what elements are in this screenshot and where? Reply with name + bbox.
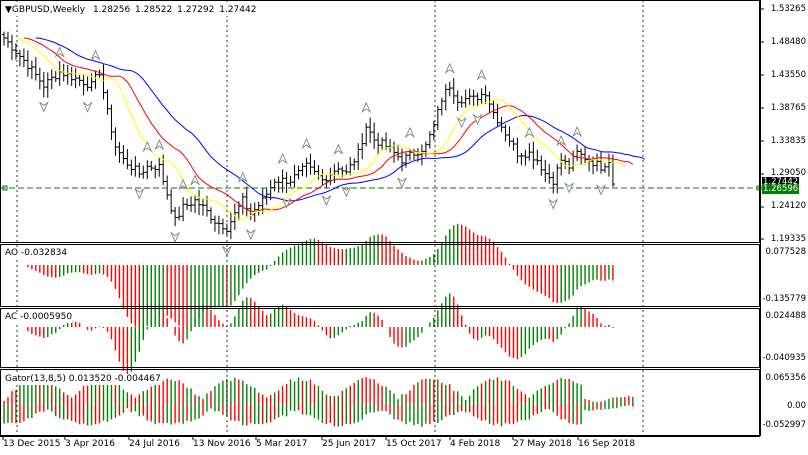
fractal-up-arrow	[237, 171, 248, 183]
fractal-down-arrow	[134, 188, 145, 200]
jaw-line	[35, 37, 646, 202]
low-price: 1.27292	[177, 5, 215, 15]
ao-histogram	[27, 223, 614, 330]
ac-scale-max: 0.024488	[765, 311, 806, 321]
panel-frames	[0, 0, 764, 440]
level-handle	[2, 185, 8, 191]
fractal-up-arrow	[361, 101, 372, 114]
time-axis-label: 27 May 2018	[513, 439, 572, 449]
fractal-down-arrow	[341, 186, 352, 198]
close-price: 1.27442	[219, 5, 257, 15]
fractal-down-arrow	[38, 101, 49, 113]
gator-scale-max: 0.065356	[765, 373, 806, 383]
panel-frame	[0, 308, 760, 368]
ao-title: AO -0.032834	[5, 248, 68, 259]
fractal-up-arrow	[444, 62, 455, 74]
time-axis-label: 13 Dec 2015	[3, 439, 61, 449]
teeth-line	[23, 37, 634, 213]
price-axis-label: 1.33835	[770, 136, 806, 146]
fractal-down-arrow	[245, 228, 256, 240]
lips-line	[15, 37, 626, 220]
time-axis-label: 15 Oct 2017	[386, 439, 442, 449]
gator-histogram	[3, 377, 634, 427]
ac-title: AC -0.0005950	[5, 312, 73, 323]
fractal-up-arrow	[404, 126, 415, 139]
fractal-up-arrow	[178, 178, 189, 191]
panel-frame	[0, 244, 760, 307]
fractal-up-arrow	[90, 49, 101, 61]
collapse-arrow-icon[interactable]: ▼	[5, 5, 12, 15]
fractal-up-arrow	[54, 46, 65, 58]
price-axis-label: 1.19335	[770, 234, 806, 244]
fractal-up-arrow	[524, 126, 535, 139]
ac-histogram	[27, 293, 614, 374]
symbol-label: GBPUSD,Weekly	[11, 5, 86, 15]
fractal-down-arrow	[170, 231, 181, 243]
alligator-lines	[15, 37, 646, 220]
fractal-down-arrow	[397, 177, 407, 189]
fractal-up-arrow	[277, 152, 288, 165]
gator-title: Gator(13,8,5) 0.013520 -0.004467	[5, 374, 161, 385]
fractal-down-arrow	[281, 197, 292, 209]
gator-scale-min: -0.052997	[762, 420, 806, 430]
price-axis-label: 1.29050	[770, 168, 806, 178]
price-bars	[0, 31, 762, 240]
fractal-up-arrow	[572, 126, 583, 138]
gator-scale-zero: 0.00	[787, 401, 806, 411]
fractal-up-arrow	[154, 139, 165, 151]
time-axis-label: 4 Feb 2018	[450, 439, 501, 449]
fractal-up-arrow	[190, 174, 201, 186]
fractal-down-arrow	[456, 116, 467, 129]
price-axis-label: 1.53265	[770, 4, 806, 14]
time-axis-label: 3 Apr 2016	[65, 439, 115, 449]
fractal-down-arrow	[321, 194, 332, 207]
fractal-arrows	[38, 46, 606, 257]
fractal-down-arrow	[472, 113, 483, 125]
fractal-up-arrow	[142, 141, 153, 153]
time-axis-label: 24 Jul 2016	[129, 439, 180, 449]
time-axis-label: 13 Nov 2016	[193, 439, 251, 449]
level-price-tag: 1.26596	[762, 184, 800, 194]
fractal-up-arrow	[333, 143, 344, 155]
time-axis-label: 5 Mar 2017	[256, 439, 308, 449]
price-axis-label: 1.48480	[770, 37, 806, 47]
fractal-down-arrow	[548, 198, 559, 210]
ac-scale-min: -0.040935	[762, 353, 806, 363]
fractal-down-arrow	[596, 184, 606, 196]
high-price: 1.28522	[135, 5, 173, 15]
fractal-up-arrow	[476, 69, 487, 81]
price-axis-label: 1.38765	[770, 103, 806, 113]
panel-frame	[0, 369, 760, 436]
current-price-tag: 1.27442	[762, 177, 800, 187]
symbol-header: ▼GBPUSD,Weekly 1.28256 1.28522 1.27292 1…	[5, 5, 257, 16]
fractal-down-arrow	[564, 182, 575, 194]
fractal-up-arrow	[301, 137, 312, 150]
ao-scale-min: -0.135779	[762, 294, 806, 304]
ao-scale-max: 0.077528	[765, 247, 806, 257]
time-axis-label: 16 Sep 2018	[578, 439, 636, 449]
fractal-up-arrow	[556, 135, 567, 147]
panel-frame	[0, 0, 760, 243]
price-axis-label: 1.43550	[770, 70, 806, 80]
price-axis-label: 1.24120	[770, 201, 806, 211]
time-axis-label: 25 Jun 2017	[322, 439, 377, 449]
fractal-down-arrow	[82, 101, 93, 113]
open-price: 1.28256	[92, 5, 131, 15]
